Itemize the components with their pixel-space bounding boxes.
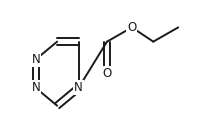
Text: N: N (31, 53, 40, 66)
Text: N: N (74, 81, 83, 94)
Text: O: O (102, 67, 112, 80)
Text: O: O (127, 21, 137, 34)
Text: N: N (31, 81, 40, 94)
